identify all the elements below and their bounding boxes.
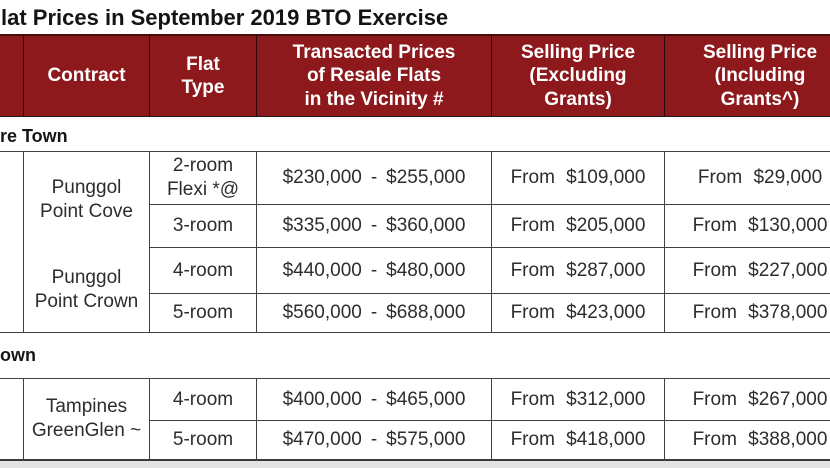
resale-low: $470,000 xyxy=(282,429,362,451)
town-cell-cropped xyxy=(0,152,24,332)
resale-high: $255,000 xyxy=(386,167,466,189)
range-separator: - xyxy=(370,167,378,189)
resale-range-cell: $335,000- $360,000 xyxy=(257,205,492,248)
resale-low: $560,000 xyxy=(282,302,362,324)
resale-low: $230,000 xyxy=(282,167,362,189)
range-separator: - xyxy=(370,259,378,281)
price-including-cell: From $130,000 xyxy=(665,205,830,248)
flat-type-cell: 4-room xyxy=(150,379,257,421)
header-transacted-prices: Transacted Prices of Resale Flats in the… xyxy=(257,36,492,116)
table-header-row: Contract Flat Type Transacted Prices of … xyxy=(0,34,830,117)
header-selling-price-excluding: Selling Price (Excluding Grants) xyxy=(492,36,665,116)
range-separator: - xyxy=(370,215,378,237)
contract-cell: Punggol Point Crown xyxy=(24,248,150,332)
resale-low: $335,000 xyxy=(282,215,362,237)
resale-range-cell: $440,000- $480,000 xyxy=(257,248,492,294)
flat-type-cell: 2-room Flexi *@ xyxy=(150,152,257,205)
flat-type-cell: 5-room xyxy=(150,294,257,332)
resale-low: $400,000 xyxy=(282,388,362,410)
price-excluding-cell: From $418,000 xyxy=(492,421,665,459)
section-label-mature-town: own xyxy=(0,345,36,365)
contract-cell: Tampines GreenGlen ~ xyxy=(24,379,150,459)
header-flat-type: Flat Type xyxy=(150,36,257,116)
town-cell-cropped xyxy=(0,379,24,459)
resale-high: $360,000 xyxy=(386,215,466,237)
price-excluding-cell: From $423,000 xyxy=(492,294,665,332)
resale-high: $465,000 xyxy=(386,388,466,410)
contract-cell: Punggol Point Cove xyxy=(24,152,150,248)
range-separator: - xyxy=(370,388,378,410)
resale-range-cell: $400,000- $465,000 xyxy=(257,379,492,421)
resale-range-cell: $560,000- $688,000 xyxy=(257,294,492,332)
flat-type-cell: 5-room xyxy=(150,421,257,459)
flat-type-cell: 3-room xyxy=(150,205,257,248)
price-excluding-cell: From $205,000 xyxy=(492,205,665,248)
price-table-1: Punggol Point Cove Punggol Point Crown 2… xyxy=(0,151,830,333)
range-separator: - xyxy=(370,429,378,451)
price-including-cell: From $388,000 xyxy=(692,429,828,451)
price-including-cell: From $378,000 xyxy=(692,302,828,324)
header-contract: Contract xyxy=(24,36,150,116)
price-excluding-cell: From $109,000 xyxy=(492,152,665,205)
price-excluding-cell: From $312,000 xyxy=(492,379,665,421)
range-separator: - xyxy=(370,302,378,324)
header-selling-price-including: Selling Price (Including Grants^) xyxy=(702,42,818,110)
resale-low: $440,000 xyxy=(282,259,362,281)
price-table-2: Tampines GreenGlen ~ 4-room $400,000- $46… xyxy=(0,378,830,461)
price-including-cell: From $29,000 xyxy=(665,152,830,205)
page-title: lat Prices in September 2019 BTO Exercis… xyxy=(1,5,449,30)
price-excluding-cell: From $287,000 xyxy=(492,248,665,294)
resale-high: $480,000 xyxy=(386,259,466,281)
resale-high: $688,000 xyxy=(386,302,466,324)
price-including-cell: From $227,000 xyxy=(665,248,830,294)
resale-range-cell: $230,000- $255,000 xyxy=(257,152,492,205)
flat-type-cell: 4-room xyxy=(150,248,257,294)
resale-range-cell: $470,000- $575,000 xyxy=(257,421,492,459)
cropped-next-row-strip xyxy=(0,461,830,468)
resale-high: $575,000 xyxy=(386,429,466,451)
price-including-cell: From $267,000 xyxy=(665,379,830,421)
section-label-non-mature-town: re Town xyxy=(0,126,68,146)
header-town-cell-cropped xyxy=(0,36,24,116)
